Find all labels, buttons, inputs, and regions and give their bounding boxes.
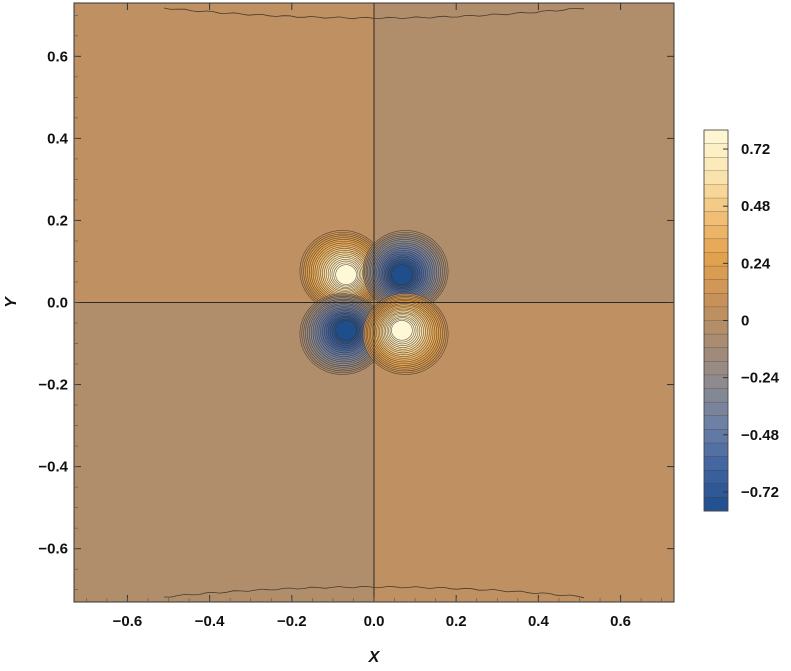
colorbar-band — [703, 483, 729, 498]
y-tick-label: −0.2 — [38, 377, 68, 394]
colorbar-band — [703, 374, 729, 390]
colorbar-tick-label: 0.24 — [741, 255, 771, 272]
colorbar-band — [703, 170, 729, 185]
x-axis-title: X — [368, 649, 381, 666]
colorbar-band — [703, 252, 729, 267]
x-tick-label: 0.4 — [528, 613, 550, 630]
y-tick-label: 0.6 — [47, 48, 68, 65]
colorbar-band — [703, 456, 729, 471]
x-tick-label: −0.6 — [113, 613, 143, 630]
contour-level — [391, 264, 413, 285]
colorbar-tick-label: 0.72 — [741, 141, 770, 158]
colorbar-band — [703, 197, 729, 213]
colorbar-band — [703, 442, 729, 458]
colorbar: 0.72 0.48 0.24 0 −0.24 −0.48 −0.72 — [703, 129, 780, 512]
colorbar-tick-label: 0.48 — [741, 198, 770, 215]
contour-lobe-1 — [299, 230, 386, 312]
colorbar-tick-label: 0 — [741, 313, 749, 330]
y-tick-label: −0.6 — [38, 541, 68, 558]
colorbar-tick-label: −0.72 — [741, 484, 779, 501]
edge-contour-top — [163, 7, 585, 20]
colorbar-band — [703, 129, 729, 145]
colorbar-band — [703, 265, 729, 281]
x-tick-label: 0.0 — [364, 613, 385, 630]
colorbar-band — [703, 157, 729, 172]
contour-level — [335, 320, 357, 341]
y-tick-label: 0.0 — [47, 295, 68, 312]
colorbar-band — [703, 306, 729, 321]
colorbar-band — [703, 211, 729, 226]
edge-contour-bottom — [163, 585, 585, 599]
x-tick-label: −0.4 — [195, 613, 225, 630]
colorbar-band — [703, 225, 729, 240]
colorbar-band — [703, 184, 729, 199]
colorbar-band — [703, 238, 729, 253]
y-tick-label: 0.2 — [47, 212, 68, 229]
y-axis-title: Y — [3, 296, 20, 308]
colorbar-band — [703, 469, 729, 485]
colorbar-band — [703, 347, 729, 362]
colorbar-band — [703, 279, 729, 294]
colorbar-band — [703, 143, 729, 158]
colorbar-band — [703, 497, 729, 512]
colorbar-band — [703, 415, 729, 430]
colorbar-tick-label: −0.48 — [741, 427, 779, 444]
x-tick-label: −0.2 — [277, 613, 307, 630]
contour-lobe-4 — [362, 293, 449, 375]
contour-lobe-3 — [299, 293, 386, 375]
colorbar-band — [703, 293, 729, 308]
colorbar-band — [703, 361, 729, 376]
contour-lobe-2 — [362, 230, 449, 312]
colorbar-band — [703, 388, 729, 403]
colorbar-band — [703, 429, 729, 444]
y-tick-label: −0.4 — [38, 459, 68, 476]
colorbar-tick-label: −0.24 — [741, 370, 780, 387]
colorbar-band — [703, 320, 729, 335]
y-tick-label: 0.4 — [47, 130, 69, 147]
colorbar-band — [703, 401, 729, 417]
x-tick-label: 0.6 — [610, 613, 631, 630]
contour-level — [391, 320, 413, 341]
x-tick-label: 0.2 — [446, 613, 467, 630]
contour-level — [335, 264, 357, 285]
colorbar-band — [703, 333, 729, 349]
